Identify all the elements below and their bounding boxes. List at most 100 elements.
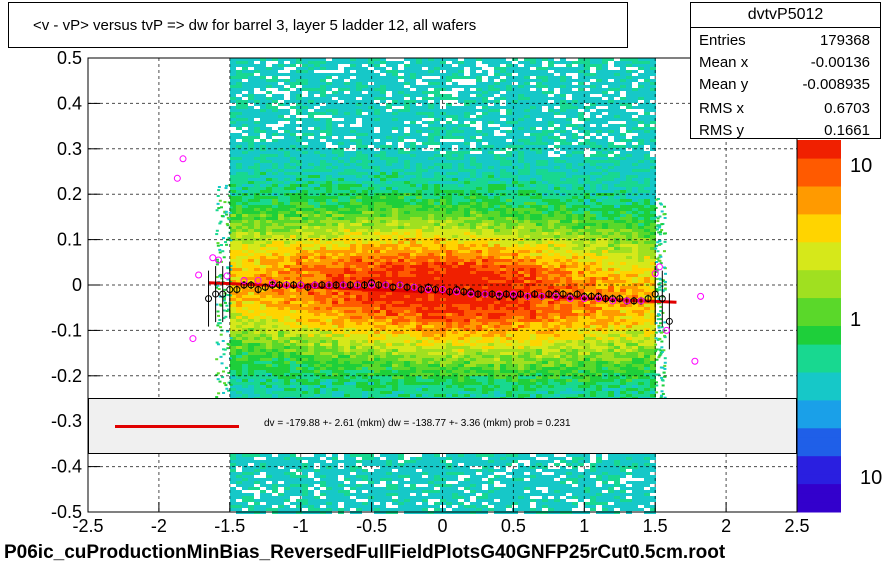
y-tick-label: -0.1 — [51, 320, 82, 340]
mean-point — [275, 281, 283, 289]
y-tick-label: 0.4 — [57, 93, 82, 113]
y-tick-label: 0 — [72, 275, 82, 295]
colorbar-tick-label: 1 — [850, 309, 861, 331]
y-tick-label: 0.2 — [57, 184, 82, 204]
stat-row-rms-x: RMS x 0.6703 — [699, 100, 870, 117]
peak-point — [609, 297, 617, 305]
peak-point — [368, 281, 376, 289]
mean-point — [233, 286, 241, 294]
y-tick-label: -0.3 — [51, 411, 82, 431]
mean-point — [254, 286, 262, 294]
mean-point — [502, 290, 510, 298]
y-tick-label: 0.1 — [57, 230, 82, 250]
mean-point — [609, 295, 617, 303]
histogram-title: <v - vP> versus tvP => dw for barrel 3, … — [33, 17, 477, 34]
x-tick-label: -1 — [293, 516, 309, 536]
histogram-title-box: <v - vP> versus tvP => dw for barrel 3, … — [8, 2, 628, 48]
mean-point — [261, 283, 269, 291]
mean-point — [616, 295, 624, 303]
peak-point — [495, 290, 503, 298]
peak-point — [424, 286, 432, 294]
peak-point — [382, 281, 390, 289]
color-scale-bar: 10 1 10 — [797, 140, 882, 513]
mean-point — [219, 290, 227, 298]
mean-point — [453, 286, 461, 294]
peak-point — [254, 276, 262, 284]
x-tick-label: 1.5 — [643, 516, 668, 536]
mean-point — [226, 286, 234, 294]
y-tick-label: 0.3 — [57, 139, 82, 159]
peak-point — [283, 281, 291, 289]
peak-point — [580, 295, 588, 303]
peak-point — [566, 295, 574, 303]
x-tick-label: -0.5 — [356, 516, 387, 536]
x-axis: -2.5 -2 -1.5 -1 -0.5 0 0.5 1 1.5 2 2.5 — [72, 502, 810, 536]
mean-point — [587, 292, 595, 300]
peak-point — [223, 272, 231, 280]
peak-point — [189, 335, 197, 343]
peak-point — [353, 281, 361, 289]
peak-point — [325, 281, 333, 289]
fit-legend-box: dv = -179.88 +- 2.61 (mkm) dw = -138.77 … — [88, 398, 797, 454]
mean-point — [205, 295, 213, 303]
peak-point — [214, 256, 222, 264]
peak-point — [663, 326, 671, 334]
mean-point — [516, 290, 524, 298]
mean-point — [361, 281, 369, 289]
mean-point — [573, 290, 581, 298]
peak-point — [410, 283, 418, 291]
peak-point — [179, 155, 187, 163]
legend-line-sample — [115, 425, 239, 428]
mean-point — [446, 288, 454, 296]
mean-point — [403, 283, 411, 291]
mean-point — [460, 288, 468, 296]
peak-point — [538, 292, 546, 300]
mean-point — [240, 281, 248, 289]
mean-point — [602, 295, 610, 303]
file-name-footer: P06ic_cuProductionMinBias_ReversedFullFi… — [4, 542, 726, 563]
mean-point — [630, 297, 638, 305]
stat-row-entries: Entries 179368 — [699, 32, 870, 49]
x-tick-label: -1.5 — [214, 516, 245, 536]
stats-name: dvtvP5012 — [691, 3, 880, 28]
peak-point — [697, 292, 705, 300]
mean-point — [467, 288, 475, 296]
peak-point — [623, 297, 631, 305]
stat-row-mean-y: Mean y -0.008935 — [699, 76, 870, 93]
mean-point — [318, 281, 326, 289]
x-tick-label: 0.5 — [501, 516, 526, 536]
mean-point — [290, 281, 298, 289]
mean-point — [268, 281, 276, 289]
y-tick-label: 0.5 — [57, 48, 82, 68]
peak-point — [651, 270, 659, 278]
peak-point — [396, 281, 404, 289]
peak-point — [297, 281, 305, 289]
peak-point — [195, 271, 203, 279]
mean-point — [644, 295, 652, 303]
mean-point — [509, 292, 517, 300]
peak-point — [268, 279, 276, 287]
mean-point — [389, 283, 397, 291]
mean-point — [658, 295, 666, 303]
peak-point — [691, 357, 699, 365]
mean-point — [332, 281, 340, 289]
x-tick-label: -2 — [151, 516, 167, 536]
peak-point — [481, 290, 489, 298]
peak-point — [209, 254, 217, 262]
mean-point — [566, 292, 574, 300]
fit-result-text: dv = -179.88 +- 2.61 (mkm) dw = -138.77 … — [264, 418, 571, 429]
peak-point — [240, 276, 248, 284]
peak-point — [655, 263, 663, 271]
mean-point — [375, 281, 383, 289]
colorbar-tick-label: 10 — [860, 467, 882, 489]
peak-point — [594, 295, 602, 303]
peak-point — [524, 292, 532, 300]
mean-point — [368, 279, 376, 287]
stats-box: dvtvP5012 Entries 179368 Mean x -0.00136 M… — [690, 2, 881, 139]
y-tick-label: -0.4 — [51, 457, 82, 477]
mean-point — [531, 290, 539, 298]
profile-points — [173, 155, 705, 365]
x-tick-label: 2 — [721, 516, 731, 536]
mean-point — [431, 286, 439, 294]
colorbar-tick-label: 10 — [850, 155, 872, 177]
